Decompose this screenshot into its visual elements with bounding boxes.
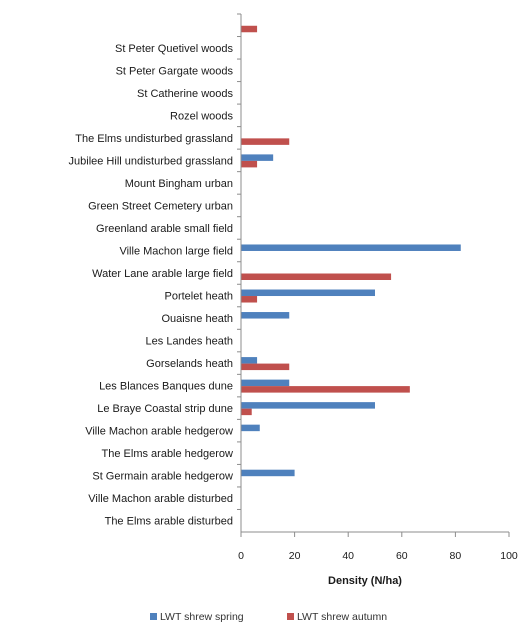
x-tick-label: 20 — [289, 550, 301, 562]
x-tick-label: 80 — [450, 550, 462, 562]
category-label: Rozel woods — [170, 110, 233, 122]
category-label: Ville Machon large field — [119, 245, 233, 257]
category-labels: St Peter Quetivel woods St Peter Gargate … — [69, 14, 241, 528]
category-label: Jubilee Hill undisturbed grassland — [69, 155, 233, 167]
category-label: Le Braye Coastal strip dune — [97, 403, 233, 415]
x-tick-label: 100 — [500, 550, 518, 562]
bars-group — [241, 26, 461, 476]
category-label: St Peter Gargate woods — [116, 65, 234, 77]
bar-autumn — [241, 26, 257, 33]
legend-swatch — [287, 613, 294, 620]
legend-label: LWT shrew spring — [160, 611, 244, 623]
legend: LWT shrew spring LWT shrew autumn — [150, 611, 387, 623]
bar-autumn — [241, 161, 257, 168]
bar-autumn — [241, 274, 391, 281]
bar-spring — [241, 154, 273, 161]
category-label: Les Blances Banques dune — [99, 381, 233, 393]
bar-spring — [241, 470, 295, 477]
bar-spring — [241, 290, 375, 297]
bar-spring — [241, 312, 289, 319]
category-label: Ville Machon arable hedgerow — [85, 426, 233, 438]
legend-label: LWT shrew autumn — [297, 611, 387, 623]
x-axis-title: Density (N/ha) — [328, 575, 402, 587]
category-label: Ouaisne heath — [161, 313, 233, 325]
category-label: Ville Machon arable disturbed — [88, 493, 233, 505]
category-label: Les Landes heath — [146, 336, 233, 348]
category-label: Gorselands heath — [146, 358, 233, 370]
category-label: St Germain arable hedgerow — [92, 471, 233, 483]
category-label: Mount Bingham urban — [125, 178, 233, 190]
category-label: Greenland arable small field — [96, 223, 233, 235]
category-label: Green Street Cemetery urban — [88, 200, 233, 212]
category-label: The Elms arable disturbed — [105, 516, 233, 528]
x-axis-ticks: 0 20 40 60 80 100 — [238, 532, 518, 562]
category-label: St Peter Quetivel woods — [115, 43, 234, 55]
x-tick-label: 60 — [396, 550, 408, 562]
category-label: The Elms arable hedgerow — [102, 448, 234, 460]
x-tick-label: 40 — [342, 550, 354, 562]
category-label: The Elms undisturbed grassland — [75, 133, 233, 145]
bar-autumn — [241, 409, 252, 416]
category-label: St Catherine woods — [137, 88, 233, 100]
bar-spring — [241, 357, 257, 364]
bar-autumn — [241, 364, 289, 371]
bar-autumn — [241, 138, 289, 145]
bar-autumn — [241, 296, 257, 303]
legend-swatch — [150, 613, 157, 620]
category-label: Water Lane arable large field — [92, 268, 233, 280]
x-tick-label: 0 — [238, 550, 244, 562]
bar-spring — [241, 402, 375, 409]
category-label: Portelet heath — [165, 291, 234, 303]
bar-spring — [241, 425, 260, 432]
bar-autumn — [241, 386, 410, 393]
bar-spring — [241, 244, 461, 251]
bar-spring — [241, 380, 289, 387]
